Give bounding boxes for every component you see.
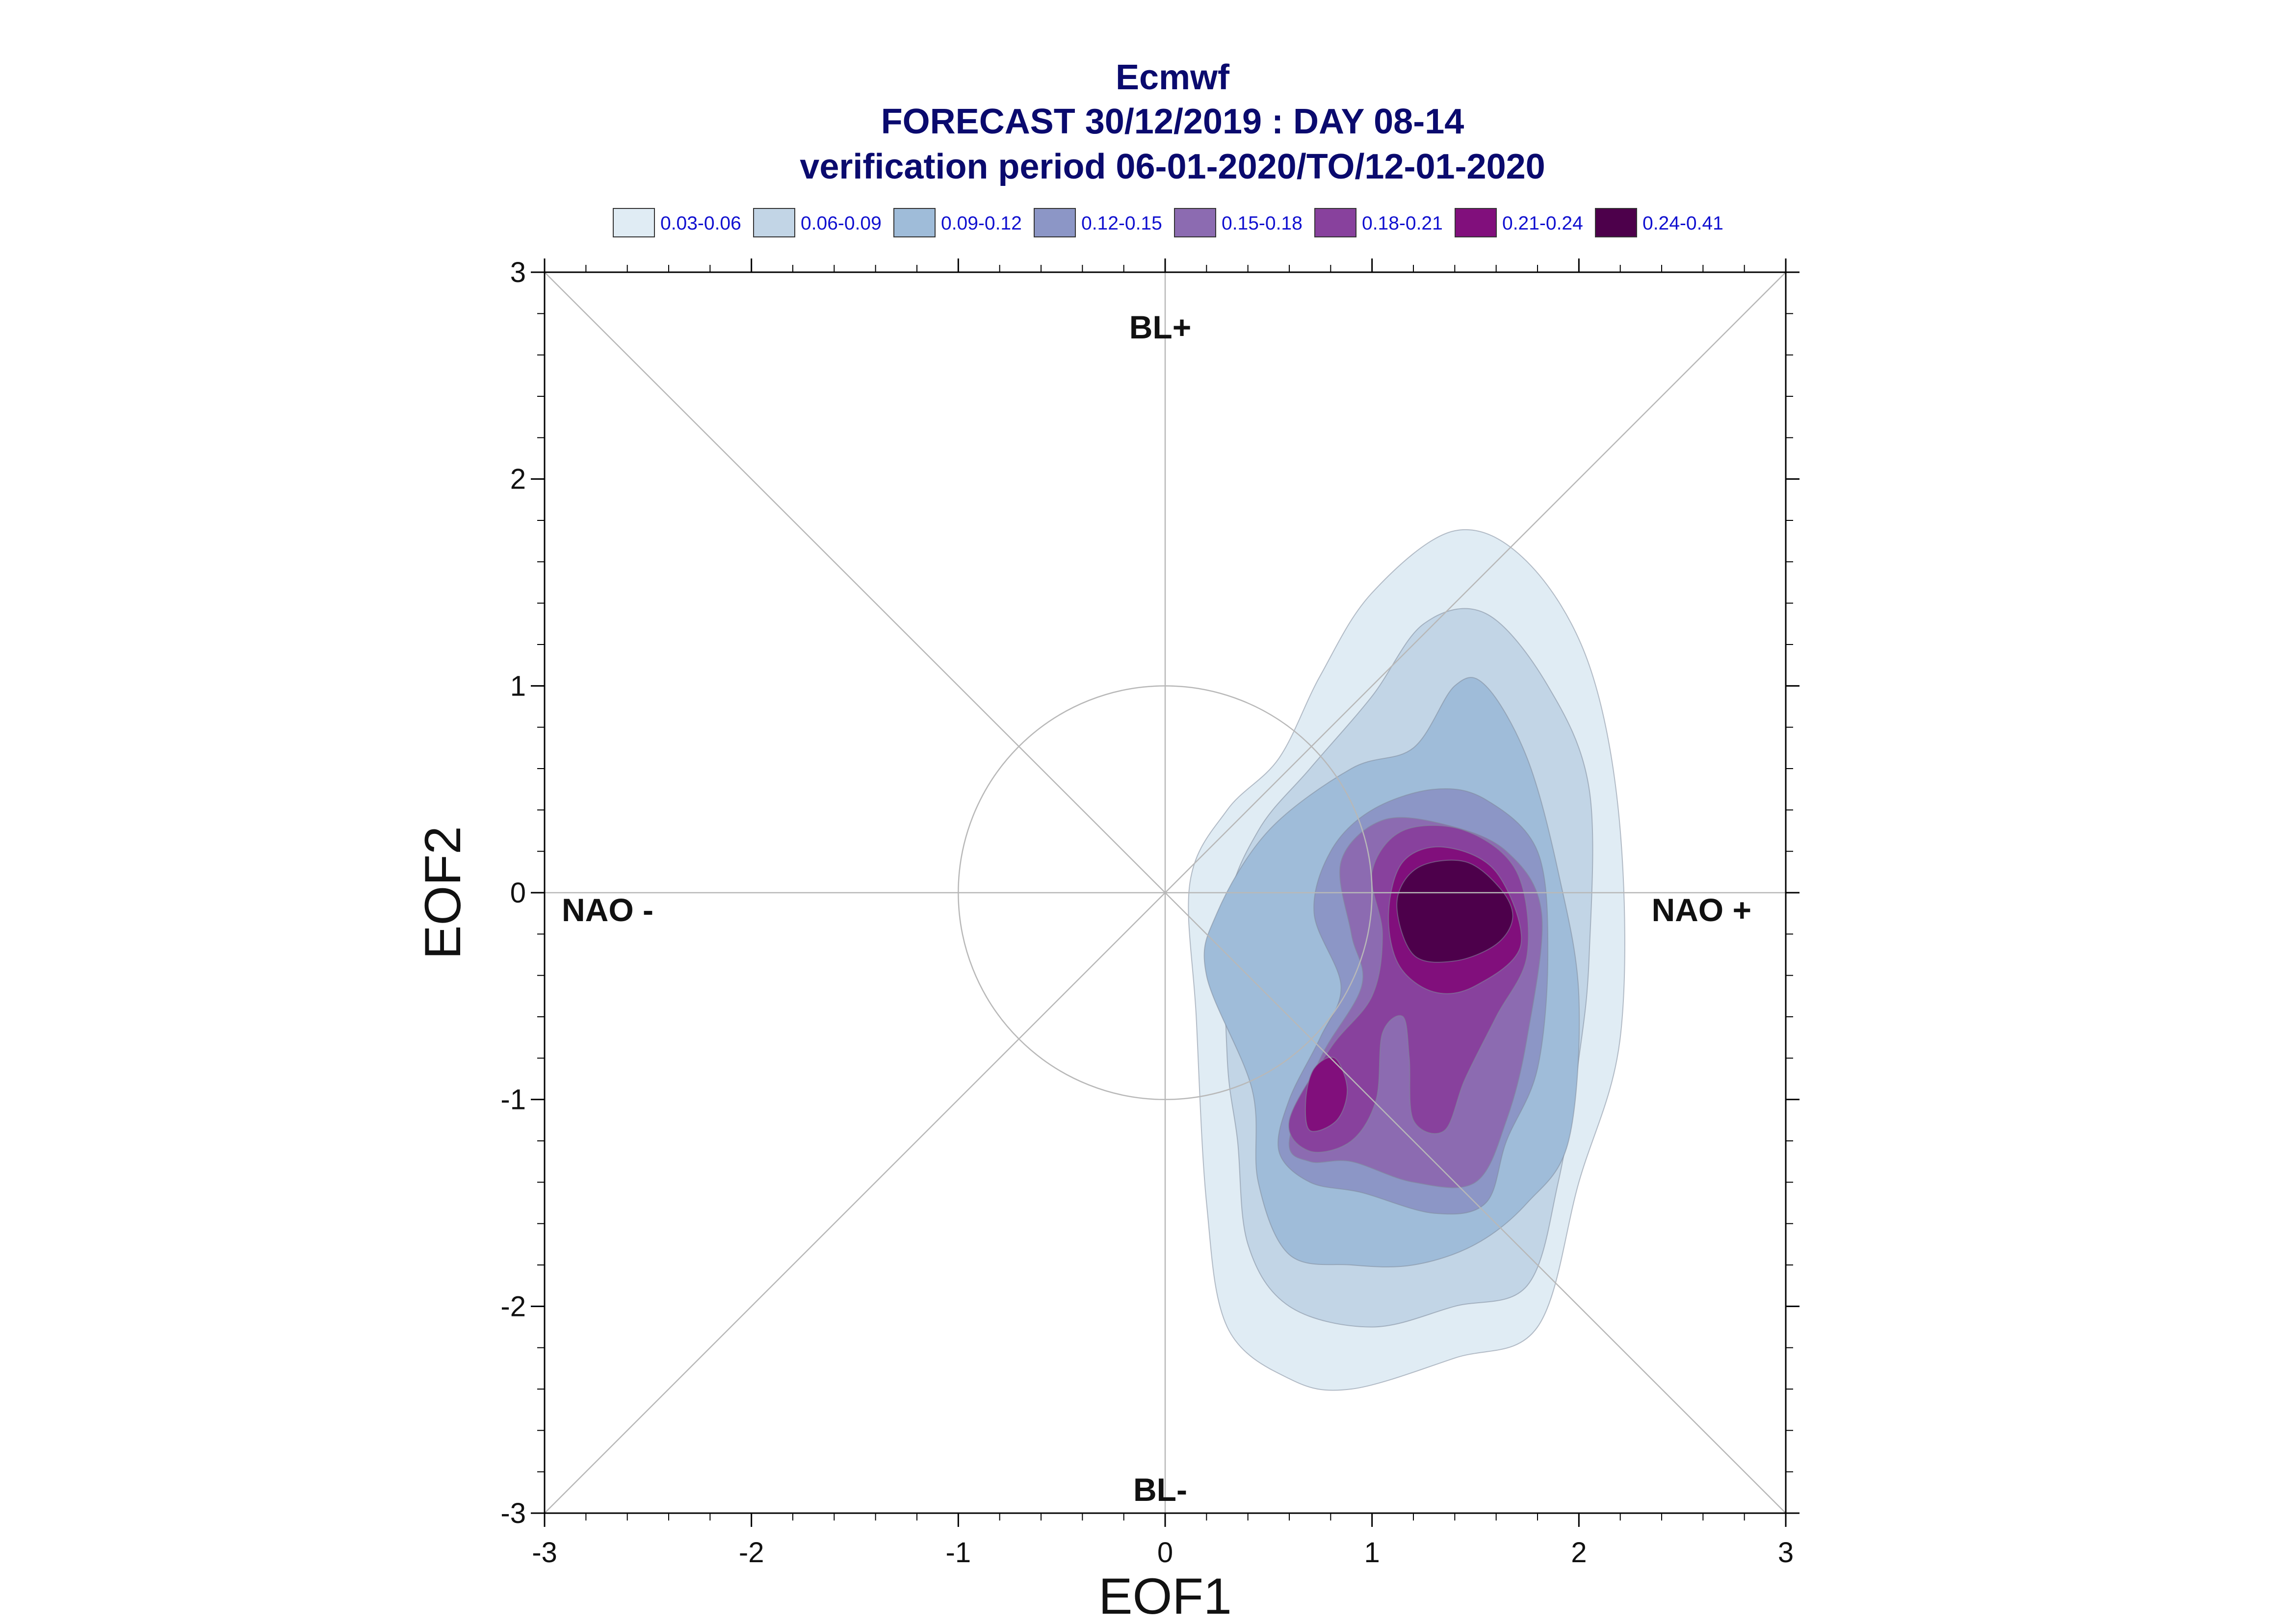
legend-swatch: [1034, 208, 1076, 237]
legend-label: 0.21-0.24: [1502, 213, 1583, 234]
legend-swatch: [1174, 208, 1216, 237]
x-tick-label: 1: [1364, 1537, 1380, 1569]
regime-label-bl-plus: BL+: [1129, 309, 1192, 345]
legend-swatch: [613, 208, 655, 237]
legend-label: 0.12-0.15: [1081, 213, 1162, 234]
y-tick-label: 2: [510, 464, 526, 495]
contour-0.21-0.24-1: [1304, 1057, 1348, 1132]
legend-swatch: [893, 208, 936, 237]
legend-swatch: [1455, 208, 1497, 237]
reference-guides: [544, 272, 1786, 1514]
chart-title: Ecmwf FORECAST 30/12/2019 : DAY 08-14 ve…: [800, 58, 1545, 186]
title-line-1: Ecmwf: [1116, 58, 1230, 97]
legend-swatch: [753, 208, 795, 237]
y-axis-title: EOF2: [415, 826, 471, 959]
x-axis-title: EOF1: [1098, 1568, 1232, 1624]
legend-label: 0.15-0.18: [1222, 213, 1303, 234]
title-line-3: verification period 06-01-2020/TO/12-01-…: [800, 147, 1545, 186]
legend-label: 0.18-0.21: [1362, 213, 1443, 234]
contour-0.24-0.41-0: [1396, 859, 1513, 963]
x-tick-label: 3: [1778, 1537, 1794, 1569]
legend-label: 0.06-0.09: [801, 213, 882, 234]
legend-label: 0.09-0.12: [941, 213, 1022, 234]
y-tick-label: 3: [510, 257, 526, 288]
legend-label: 0.03-0.06: [660, 213, 741, 234]
legend-swatch: [1595, 208, 1637, 237]
y-tick-label: -3: [500, 1497, 526, 1529]
legend: 0.03-0.06 0.06-0.09 0.09-0.12 0.12-0.15 0.15…: [613, 208, 1723, 237]
legend-swatch: [1314, 208, 1356, 237]
regime-label-nao-minus: NAO -: [562, 892, 653, 928]
regime-label-bl-minus: BL-: [1133, 1471, 1187, 1508]
legend-label: 0.24-0.41: [1643, 213, 1723, 234]
y-tick-label: -2: [500, 1290, 526, 1322]
x-tick-label: 2: [1571, 1537, 1587, 1569]
title-line-2: FORECAST 30/12/2019 : DAY 08-14: [881, 102, 1464, 141]
regime-label-nao-plus: NAO +: [1651, 892, 1751, 928]
x-tick-label: -3: [532, 1537, 557, 1569]
y-tick-label: -1: [500, 1084, 526, 1116]
x-tick-label: -1: [946, 1537, 971, 1569]
x-tick-label: 0: [1157, 1537, 1173, 1569]
reference-circle: [958, 685, 1373, 1100]
y-tick-label: 1: [510, 670, 526, 702]
density-contours: [1188, 529, 1625, 1391]
axis-ticks: -3 -2 -1 0 1 2 3 -3 -2 -1 0 1 2 3: [500, 257, 1799, 1569]
y-tick-label: 0: [510, 877, 526, 909]
x-tick-label: -2: [739, 1537, 764, 1569]
